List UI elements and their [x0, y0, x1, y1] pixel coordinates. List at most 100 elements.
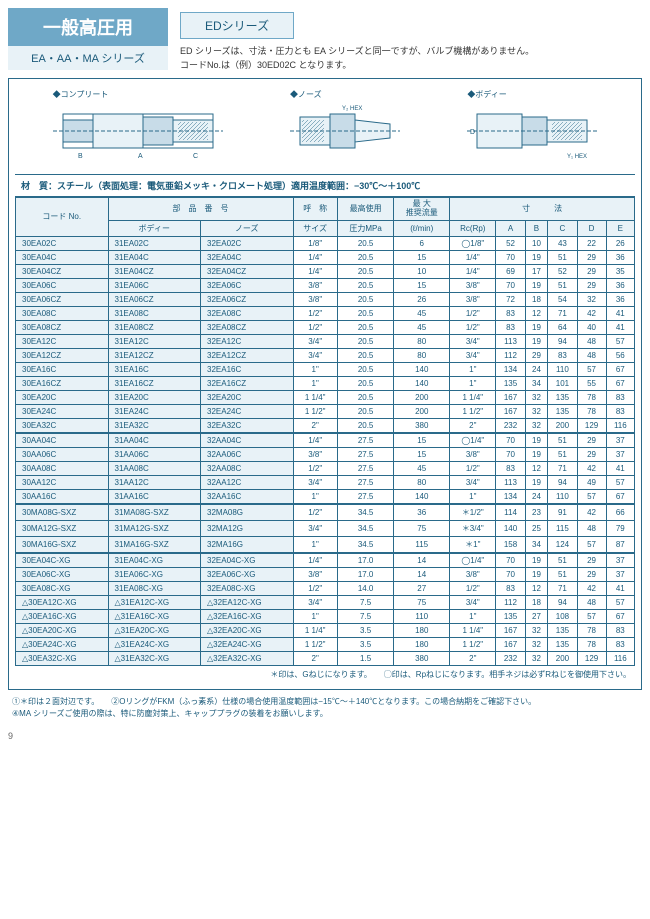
cell-body: 31EA04CZ	[108, 264, 201, 278]
table-row: 30MA16G-SXZ31MA16G-SXZ32MA16G1"34.5115＊1…	[16, 536, 635, 553]
cell-B: 24	[525, 489, 548, 504]
cell-size: 1/4"	[293, 553, 337, 568]
cell-D: 42	[577, 504, 606, 521]
cell-code: △30EA12C-XG	[16, 595, 109, 609]
cell-flow: 200	[394, 390, 450, 404]
cell-B: 19	[525, 567, 548, 581]
cell-flow: 27	[394, 581, 450, 595]
cell-nose: 32EA12CZ	[201, 348, 294, 362]
cell-nose: 32EA16C	[201, 362, 294, 376]
cell-body: 31AA06C	[108, 447, 201, 461]
cell-code: 30AA06C	[16, 447, 109, 461]
cell-C: 51	[548, 567, 577, 581]
cell-flow: 15	[394, 447, 450, 461]
cell-E: 26	[606, 236, 634, 250]
cell-D: 29	[577, 250, 606, 264]
cell-B: 32	[525, 623, 548, 637]
cell-flow: 380	[394, 418, 450, 433]
cell-size: 1/4"	[293, 264, 337, 278]
body-icon: D Y₁ HEX	[467, 102, 597, 162]
cell-E: 67	[606, 362, 634, 376]
cell-press: 20.5	[337, 390, 393, 404]
cell-press: 27.5	[337, 433, 393, 448]
cell-C: 71	[548, 306, 577, 320]
cell-E: 57	[606, 334, 634, 348]
cell-code: △30EA32C-XG	[16, 651, 109, 665]
th-D: D	[577, 220, 606, 236]
cell-body: 31MA16G-SXZ	[108, 536, 201, 553]
cell-flow: 36	[394, 504, 450, 521]
cell-nose: 32EA06C	[201, 278, 294, 292]
cell-A: 113	[496, 334, 525, 348]
cell-body: 31EA16C	[108, 362, 201, 376]
cell-rc: 3/8"	[450, 278, 496, 292]
cell-C: 124	[548, 536, 577, 553]
cell-body: 31MA08G-SXZ	[108, 504, 201, 521]
table-row: 30MA12G-SXZ31MA12G-SXZ32MA12G3/4"34.575＊…	[16, 520, 635, 536]
cell-D: 57	[577, 489, 606, 504]
cell-size: 3/4"	[293, 348, 337, 362]
cell-press: 20.5	[337, 404, 393, 418]
cell-press: 27.5	[337, 475, 393, 489]
th-part: 部 品 番 号	[108, 198, 293, 221]
cell-D: 57	[577, 536, 606, 553]
table-row: 30EA04C31EA04C32EA04C1/4"20.5151/4"70195…	[16, 250, 635, 264]
cell-rc: 1/2"	[450, 320, 496, 334]
cell-flow: 26	[394, 292, 450, 306]
cell-rc: 1 1/4"	[450, 390, 496, 404]
cell-D: 22	[577, 236, 606, 250]
cell-press: 20.5	[337, 264, 393, 278]
table-row: 30AA04C31AA04C32AA04C1/4"27.515◯1/4"7019…	[16, 433, 635, 448]
th-dim: 寸 法	[450, 198, 635, 221]
cell-E: 41	[606, 306, 634, 320]
cell-flow: 14	[394, 567, 450, 581]
th-flow-h: 最 大	[413, 199, 431, 208]
cell-press: 20.5	[337, 306, 393, 320]
cell-rc: 3/4"	[450, 475, 496, 489]
ed-badge: EDシリーズ	[180, 12, 294, 39]
cell-nose: 32EA12C	[201, 334, 294, 348]
cell-A: 158	[496, 536, 525, 553]
cell-code: 30EA02C	[16, 236, 109, 250]
cell-press: 20.5	[337, 376, 393, 390]
cell-B: 32	[525, 404, 548, 418]
cell-size: 1 1/2"	[293, 404, 337, 418]
cell-rc: ＊3/4"	[450, 520, 496, 536]
cell-D: 49	[577, 475, 606, 489]
cell-flow: 15	[394, 433, 450, 448]
cell-C: 135	[548, 637, 577, 651]
cell-code: 30EA08C-XG	[16, 581, 109, 595]
cell-size: 3/8"	[293, 278, 337, 292]
cell-B: 23	[525, 504, 548, 521]
table-row: 30EA08C-XG31EA08C-XG32EA08C-XG1/2"14.027…	[16, 581, 635, 595]
cell-B: 19	[525, 320, 548, 334]
cell-A: 72	[496, 292, 525, 306]
cell-C: 71	[548, 461, 577, 475]
cell-B: 19	[525, 334, 548, 348]
cell-press: 1.5	[337, 651, 393, 665]
cell-code: 30EA04CZ	[16, 264, 109, 278]
cell-C: 110	[548, 489, 577, 504]
diagram-label-3: ◆ボディー	[467, 89, 597, 100]
cell-C: 51	[548, 447, 577, 461]
cell-C: 83	[548, 348, 577, 362]
cell-A: 70	[496, 567, 525, 581]
diagram-label-1: ◆コンプリート	[53, 89, 223, 100]
cell-rc: ◯1/8"	[450, 236, 496, 250]
cell-code: 30EA06C	[16, 278, 109, 292]
svg-text:B: B	[78, 153, 83, 160]
cell-C: 51	[548, 278, 577, 292]
cell-C: 94	[548, 334, 577, 348]
cell-size: 1/2"	[293, 306, 337, 320]
cell-rc: 3/8"	[450, 447, 496, 461]
cell-E: 67	[606, 376, 634, 390]
table-row: △30EA20C-XG△31EA20C-XG△32EA20C-XG1 1/4"3…	[16, 623, 635, 637]
table-row: 30MA08G-SXZ31MA08G-SXZ32MA08G1/2"34.536＊…	[16, 504, 635, 521]
cell-code: △30EA16C-XG	[16, 609, 109, 623]
cell-C: 200	[548, 418, 577, 433]
cell-press: 20.5	[337, 292, 393, 306]
cell-body: 31EA06C-XG	[108, 567, 201, 581]
cell-body: 31EA12CZ	[108, 348, 201, 362]
cell-nose: 32AA12C	[201, 475, 294, 489]
cell-D: 129	[577, 651, 606, 665]
